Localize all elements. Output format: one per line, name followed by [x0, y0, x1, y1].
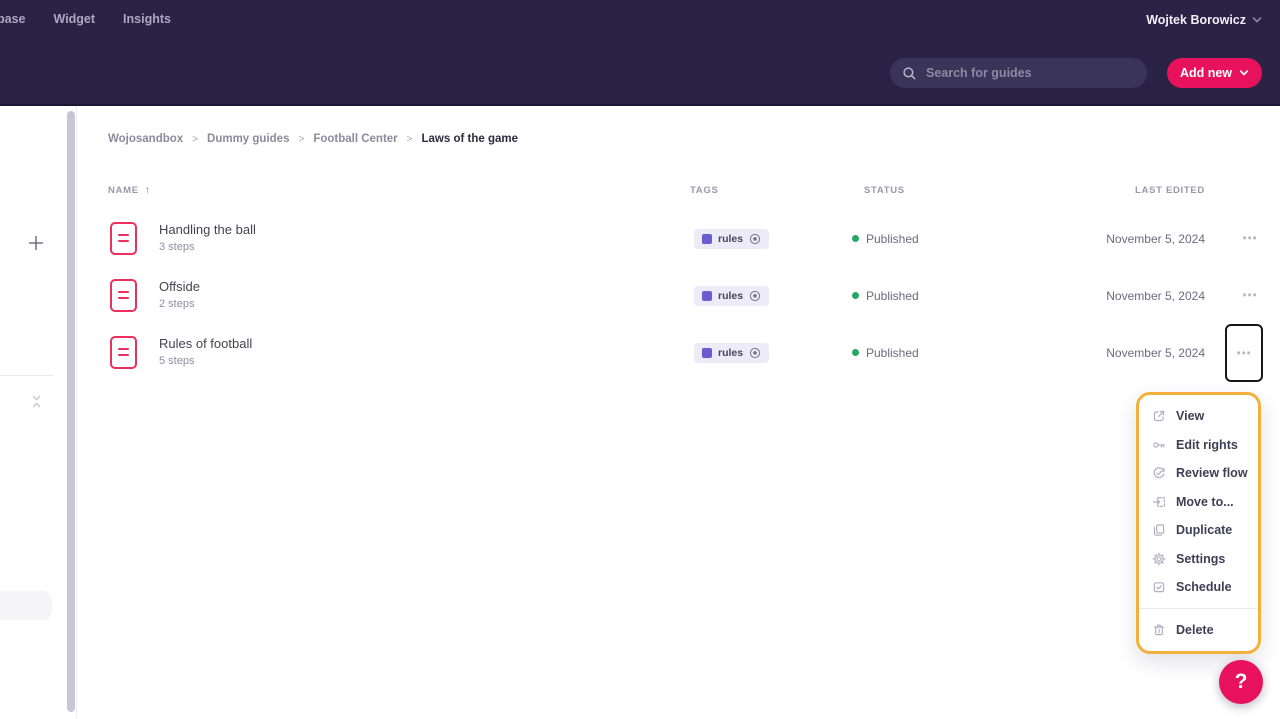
- last-edited-date: November 5, 2024: [1106, 231, 1205, 246]
- help-button[interactable]: ?: [1219, 660, 1263, 704]
- guide-title[interactable]: Rules of football: [159, 336, 253, 352]
- top-navbar: base Widget Insights Wojtek Borowicz Add…: [0, 0, 1280, 106]
- last-edited-date: November 5, 2024: [1106, 288, 1205, 303]
- vertical-scrollbar-track: [64, 106, 77, 719]
- row-context-menu: View Edit rights Review flow Move to...: [1136, 392, 1261, 654]
- user-name: Wojtek Borowicz: [1146, 13, 1246, 27]
- guide-document-icon: [110, 221, 137, 255]
- guide-steps-count: 5 steps: [159, 355, 195, 368]
- table-header-row: NAME ↑ TAGS STATUS LAST EDITED: [108, 182, 1280, 198]
- tag-label: rules: [718, 289, 744, 302]
- breadcrumb-folder-dummy-guides[interactable]: Dummy guides: [207, 133, 290, 145]
- collapse-icon[interactable]: [30, 395, 43, 408]
- move-to-icon: [1152, 496, 1166, 507]
- breadcrumb-separator: >: [192, 133, 199, 145]
- row-actions-menu-button[interactable]: ⋯: [1242, 230, 1258, 247]
- published-status-dot: [852, 349, 859, 356]
- vertical-scrollbar-thumb[interactable]: [67, 111, 75, 712]
- column-header-last-edited[interactable]: LAST EDITED: [1135, 184, 1205, 196]
- tag-label: rules: [718, 346, 744, 359]
- guide-name-cell[interactable]: Rules of football 5 steps: [108, 335, 690, 369]
- tag-football-icon: [750, 233, 761, 244]
- nav-tab-widget[interactable]: Widget: [53, 12, 96, 26]
- status-cell: Published: [852, 346, 1000, 360]
- key-icon: [1153, 442, 1165, 448]
- breadcrumb-separator: >: [406, 133, 413, 145]
- menu-item-review-flow[interactable]: Review flow: [1139, 459, 1258, 488]
- status-label: Published: [866, 288, 919, 303]
- plus-icon[interactable]: [28, 235, 44, 251]
- chevron-down-icon: [1252, 17, 1262, 23]
- tag-chip[interactable]: rules: [694, 228, 770, 249]
- last-edited-date: November 5, 2024: [1106, 345, 1205, 360]
- menu-item-view[interactable]: View: [1139, 402, 1258, 431]
- sidebar-item-highlight[interactable]: [0, 591, 52, 620]
- menu-item-settings[interactable]: Settings: [1139, 545, 1258, 574]
- nav-tab-insights[interactable]: Insights: [123, 12, 171, 26]
- add-new-label: Add new: [1179, 66, 1233, 80]
- column-header-name[interactable]: NAME ↑: [108, 184, 151, 196]
- nav-tab-knowledge-base[interactable]: base: [0, 12, 26, 26]
- sidebar-divider: [0, 375, 53, 376]
- user-account-menu[interactable]: Wojtek Borowicz: [1146, 13, 1262, 27]
- guide-document-icon: [110, 278, 137, 312]
- breadcrumb-separator: >: [298, 133, 305, 145]
- add-new-button[interactable]: Add new: [1167, 58, 1262, 88]
- tag-color-swatch: [702, 233, 712, 244]
- breadcrumb-folder-football-center[interactable]: Football Center: [313, 133, 398, 145]
- row-actions-menu-button[interactable]: ⋯: [1242, 287, 1258, 304]
- table-row[interactable]: Handling the ball 3 steps rules Publishe…: [108, 210, 1280, 267]
- status-cell: Published: [852, 289, 1000, 303]
- published-status-dot: [852, 292, 859, 299]
- table-row[interactable]: Rules of football 5 steps rules Publishe…: [108, 324, 1280, 381]
- column-header-tags[interactable]: TAGS: [690, 184, 719, 196]
- menu-item-edit-rights[interactable]: Edit rights: [1139, 431, 1258, 460]
- duplicate-icon: [1153, 524, 1165, 537]
- primary-nav: base Widget Insights: [0, 12, 171, 26]
- menu-item-delete[interactable]: Delete: [1139, 615, 1258, 645]
- tag-color-swatch: [702, 290, 712, 301]
- menu-item-schedule[interactable]: Schedule: [1139, 573, 1258, 602]
- breadcrumb: Wojosandbox > Dummy guides > Football Ce…: [108, 133, 518, 145]
- tag-chip[interactable]: rules: [694, 285, 770, 306]
- row-actions-menu-button-active[interactable]: ⋯: [1225, 324, 1263, 382]
- guide-title[interactable]: Handling the ball: [159, 222, 256, 238]
- gear-icon: [1152, 552, 1166, 566]
- trash-icon: [1154, 624, 1164, 635]
- ellipsis-icon[interactable]: ⋯: [1236, 345, 1252, 362]
- guide-steps-count: 3 steps: [159, 241, 195, 254]
- tag-color-swatch: [702, 347, 712, 358]
- tag-chip[interactable]: rules: [694, 342, 770, 363]
- guide-document-icon: [110, 335, 137, 369]
- sort-ascending-icon[interactable]: ↑: [144, 184, 151, 196]
- left-sidebar: [0, 106, 64, 719]
- breadcrumb-workspace[interactable]: Wojosandbox: [108, 133, 184, 145]
- tag-football-icon: [750, 290, 761, 301]
- table-row[interactable]: Offside 2 steps rules Published November…: [108, 267, 1280, 324]
- status-cell: Published: [852, 232, 1000, 246]
- search-icon: [903, 66, 916, 79]
- guide-title[interactable]: Offside: [159, 279, 200, 295]
- published-status-dot: [852, 235, 859, 242]
- guide-name-cell[interactable]: Handling the ball 3 steps: [108, 221, 690, 255]
- guide-steps-count: 2 steps: [159, 298, 195, 311]
- menu-divider: [1139, 607, 1258, 609]
- review-refresh-icon: [1153, 467, 1165, 479]
- status-label: Published: [866, 231, 919, 246]
- status-label: Published: [866, 345, 919, 360]
- tag-label: rules: [718, 232, 744, 245]
- menu-item-duplicate[interactable]: Duplicate: [1139, 516, 1258, 545]
- guide-name-cell[interactable]: Offside 2 steps: [108, 278, 690, 312]
- guide-search[interactable]: [890, 58, 1147, 88]
- breadcrumb-current-folder: Laws of the game: [421, 133, 519, 145]
- calendar-check-icon: [1153, 582, 1165, 593]
- chevron-down-icon: [1239, 70, 1249, 76]
- search-input[interactable]: [926, 66, 1126, 80]
- external-link-icon: [1153, 411, 1165, 422]
- column-header-status[interactable]: STATUS: [864, 184, 905, 196]
- tag-football-icon: [750, 347, 761, 358]
- menu-item-move-to[interactable]: Move to...: [1139, 488, 1258, 517]
